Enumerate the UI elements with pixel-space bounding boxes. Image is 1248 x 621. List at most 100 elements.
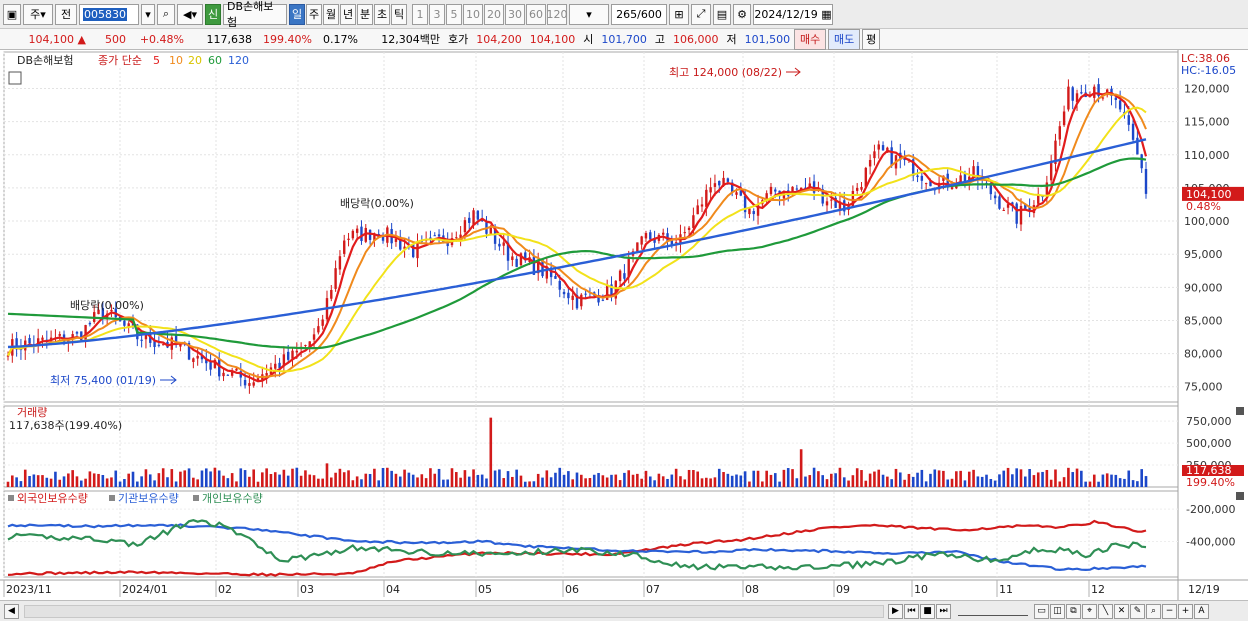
- pen-tool-icon[interactable]: ✎: [1130, 603, 1145, 619]
- cross-tool-icon[interactable]: ✕: [1114, 603, 1129, 619]
- crosshair-icon[interactable]: ⊞: [669, 3, 689, 25]
- volume-bar: [437, 468, 441, 487]
- tab-period-6[interactable]: 틱: [391, 3, 407, 25]
- last-page-icon[interactable]: ⏭: [936, 603, 951, 619]
- tab-period-3[interactable]: 년: [340, 3, 356, 25]
- zoom-icon[interactable]: ⌕: [1146, 603, 1161, 619]
- code-input[interactable]: 005830: [79, 3, 139, 25]
- layout-icon[interactable]: ▭: [1034, 603, 1049, 619]
- dividend-annotation-2: 배당락(0.00%): [340, 197, 414, 210]
- line-tool-icon[interactable]: ╲: [1098, 603, 1113, 619]
- volume-bar: [23, 469, 27, 487]
- volume-bar: [265, 468, 268, 487]
- tab-interval-1[interactable]: 3: [429, 3, 445, 25]
- table-view-icon[interactable]: [8, 71, 22, 85]
- volume-bar: [123, 479, 126, 487]
- chart-scrollbar[interactable]: [24, 604, 884, 618]
- prev-button[interactable]: 전: [55, 3, 77, 25]
- volume-bar: [980, 476, 984, 487]
- volume-bar: [541, 477, 544, 487]
- code-dropdown-icon[interactable]: ▾: [141, 3, 155, 25]
- high-label: 고: [654, 33, 665, 46]
- save-icon[interactable]: ▤: [713, 3, 731, 25]
- tab-period-0[interactable]: 일: [289, 3, 305, 25]
- scroll-left-icon[interactable]: ◀: [4, 603, 19, 619]
- tab-period-1[interactable]: 주: [306, 3, 322, 25]
- candle-body: [187, 343, 191, 360]
- volume-bar: [894, 468, 898, 487]
- window-icon[interactable]: ▣: [3, 3, 21, 25]
- zoom-slider[interactable]: [958, 607, 1028, 616]
- buy-button[interactable]: 매수: [794, 28, 827, 50]
- tab-interval-4[interactable]: 20: [484, 3, 504, 25]
- candle-body: [429, 237, 432, 239]
- candle-body: [545, 266, 549, 279]
- first-page-icon[interactable]: ⏮: [904, 603, 919, 619]
- volume-bar: [170, 469, 174, 487]
- mode-select[interactable]: 주 ▾: [23, 3, 53, 25]
- copy-icon[interactable]: ⧉: [1066, 603, 1081, 619]
- holdings-legend-2: 개인보유수량: [202, 492, 263, 505]
- volume-bar: [955, 471, 958, 487]
- volume-bar: [674, 468, 678, 487]
- volume-bar: [1101, 474, 1105, 487]
- legend-ma-60: 60: [208, 54, 222, 67]
- volume-bar: [873, 471, 876, 487]
- stop-icon[interactable]: ■: [920, 603, 935, 619]
- holdings-close-icon[interactable]: [1236, 492, 1244, 500]
- candle-body: [739, 190, 743, 196]
- cursor-icon[interactable]: ⌖: [1082, 603, 1097, 619]
- font-size-icon[interactable]: A: [1194, 603, 1209, 619]
- gear-icon[interactable]: ⚙: [733, 3, 751, 25]
- volume-bar: [248, 476, 251, 487]
- count-max: /600: [637, 7, 662, 21]
- sound-icon[interactable]: ◀▾: [177, 3, 203, 25]
- ma-line-60: [7, 157, 1147, 350]
- chart-area[interactable]: 120,000115,000110,000105,000100,00095,00…: [0, 50, 1248, 600]
- draw-line-icon[interactable]: ⤢: [691, 3, 711, 25]
- interval-dropdown[interactable]: ▾: [569, 3, 609, 25]
- last-volume-badge: [1182, 465, 1244, 476]
- tab-interval-3[interactable]: 10: [463, 3, 483, 25]
- volume-bar: [299, 475, 303, 487]
- count-field[interactable]: 265/600: [611, 3, 667, 25]
- date-field[interactable]: 2024/12/19 ▦: [753, 3, 833, 25]
- volume-bar: [140, 476, 143, 487]
- holdings-legend-marker: [193, 495, 199, 501]
- tab-interval-0[interactable]: 1: [412, 3, 428, 25]
- tab-interval-6[interactable]: 60: [526, 3, 546, 25]
- split-icon[interactable]: ◫: [1050, 603, 1065, 619]
- volume-bar: [71, 470, 74, 487]
- volume-bar: [614, 474, 618, 487]
- candle-body: [618, 270, 622, 282]
- open-value: 101,700: [601, 32, 647, 46]
- scroll-right-icon[interactable]: ▶: [888, 603, 903, 619]
- volume-bar: [226, 478, 230, 487]
- chart-svg[interactable]: 120,000115,000110,000105,000100,00095,00…: [0, 50, 1248, 600]
- sell-button[interactable]: 매도: [828, 28, 861, 50]
- volume-ratio: 199.40%: [263, 32, 312, 46]
- volume-close-icon[interactable]: [1236, 407, 1244, 415]
- tab-period-4[interactable]: 분: [357, 3, 373, 25]
- volume-y-tick: 750,000: [1186, 415, 1232, 428]
- candle-body: [993, 195, 997, 199]
- bid-value: 104,100: [529, 32, 576, 46]
- zoom-out-icon[interactable]: −: [1162, 603, 1177, 619]
- tab-interval-5[interactable]: 30: [505, 3, 525, 25]
- volume-bar: [584, 478, 587, 487]
- candle-body: [110, 309, 113, 312]
- tab-period-2[interactable]: 월: [323, 3, 339, 25]
- zoom-in-icon[interactable]: +: [1178, 603, 1193, 619]
- turnover-value: 0.17%: [323, 32, 358, 46]
- search-icon[interactable]: ⌕: [157, 3, 175, 25]
- volume-bar: [88, 471, 92, 487]
- volume-bar: [239, 468, 243, 487]
- extra-button[interactable]: 평: [862, 28, 881, 50]
- volume-bar: [1088, 481, 1092, 487]
- volume-bar: [683, 479, 687, 487]
- tab-interval-7[interactable]: 120: [547, 3, 568, 25]
- legend-bg: [6, 53, 256, 67]
- tab-interval-2[interactable]: 5: [446, 3, 462, 25]
- tab-period-5[interactable]: 초: [374, 3, 390, 25]
- volume-bar: [1049, 479, 1053, 487]
